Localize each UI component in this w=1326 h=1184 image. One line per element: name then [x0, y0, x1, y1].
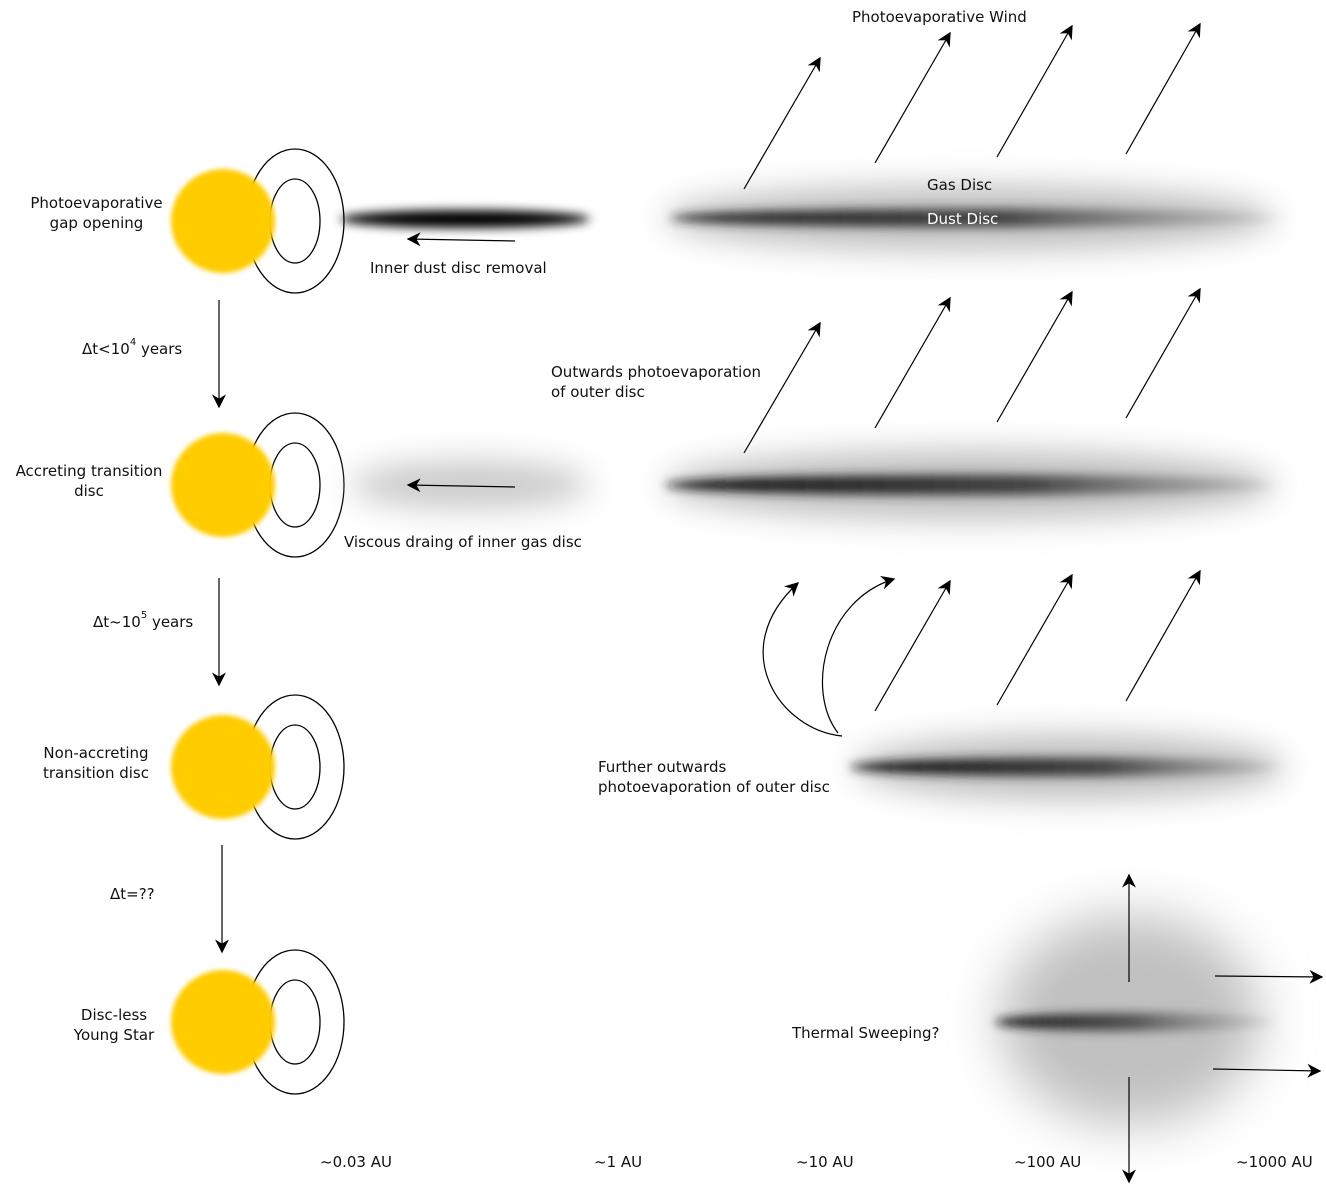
wind-label: Photoevaporative Wind	[852, 8, 1027, 26]
distance-tick-3: ~100 AU	[1014, 1153, 1082, 1171]
gas-disc-label: Gas Disc	[927, 176, 993, 194]
timescale-label-1: Δt<104 years	[82, 337, 183, 358]
wind-arrows-stage-1	[743, 22, 1201, 190]
inner-dust-removal-arrow	[406, 232, 516, 247]
stage-label-line: Young Star	[73, 1026, 155, 1044]
outer-dust-disc	[665, 475, 1275, 495]
stage-label-line: Disc-less	[80, 1006, 148, 1024]
stage-label-line: Photoevaporative	[30, 194, 163, 212]
stage-label-line: transition disc	[43, 764, 149, 782]
outer-dust-disc	[995, 1013, 1275, 1031]
outwards-photoevaporation-label: Outwards photoevaporation of outer disc	[551, 363, 762, 401]
dust-disc-label: Dust Disc	[927, 210, 999, 228]
stage-label-line: Accreting transition	[15, 462, 163, 480]
viscous-drain-label: Viscous draing of inner gas disc	[344, 533, 582, 551]
star-icon	[171, 433, 275, 537]
thermal-sweeping-label: Thermal Sweeping?	[792, 1024, 940, 1042]
stage-label-2: Accreting transition disc	[9, 461, 169, 501]
inner-dust-disc	[340, 210, 590, 228]
viscous-drain-arrow	[406, 478, 516, 493]
inner-gas-disc	[350, 461, 590, 509]
distance-tick-4: ~1000 AU	[1236, 1153, 1313, 1171]
thermal-sweep-arrows	[1122, 873, 1324, 1184]
star-icon	[171, 715, 275, 819]
outer-dust-disc	[670, 209, 1280, 227]
timescale-label-3: Δt=??	[110, 885, 155, 903]
distance-tick-0: ~0.03 AU	[320, 1153, 392, 1171]
distance-tick-1: ~1 AU	[594, 1153, 643, 1171]
stage-label-line: Non-accreting	[43, 744, 149, 762]
stage-label-3: Non-accreting transition disc	[36, 743, 156, 783]
star-icon	[171, 970, 275, 1074]
stage-label-1: Photoevaporative gap opening	[24, 193, 169, 233]
star-stage-1	[171, 148, 345, 294]
star-stage-3	[171, 694, 345, 840]
timescale-label-2: Δt~105 years	[93, 610, 194, 631]
star-icon	[171, 169, 275, 273]
stage-label-line: gap opening	[49, 214, 144, 232]
inner-dust-removal-label: Inner dust disc removal	[370, 259, 547, 277]
wind-arrows-stage-3	[762, 569, 1201, 737]
outer-dust-disc	[850, 758, 1280, 776]
distance-tick-2: ~10 AU	[796, 1153, 854, 1171]
star-stage-2	[171, 412, 345, 558]
wind-arrows-stage-2	[743, 287, 1201, 454]
stage-label-4: Disc-less Young Star	[64, 1005, 164, 1045]
stage-label-line: disc	[74, 482, 104, 500]
further-photoevaporation-label: Further outwards photoevaporation of out…	[598, 758, 830, 796]
star-stage-4	[171, 949, 345, 1095]
